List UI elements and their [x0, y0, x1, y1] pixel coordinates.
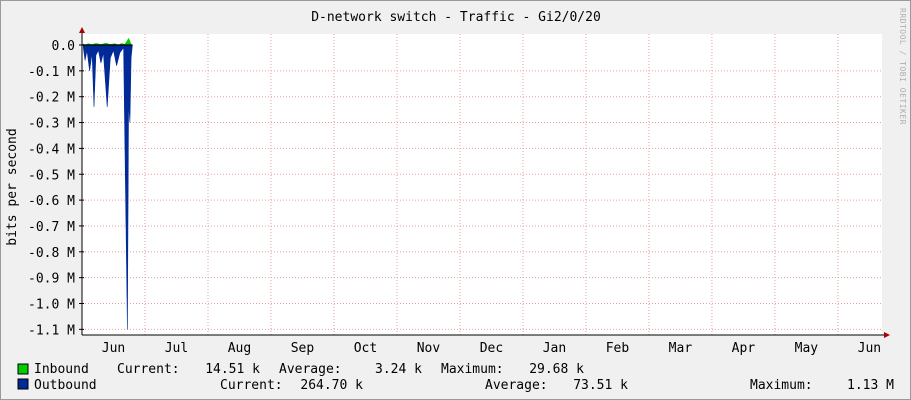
y-tick-label: -1.0 M	[28, 298, 75, 313]
chart-title: D-network switch - Traffic - Gi2/0/20	[311, 10, 601, 25]
inbound-maximum: 29.68 k	[529, 362, 584, 377]
x-tick-label: Jan	[543, 341, 566, 356]
outbound-average-label: Average:	[485, 378, 548, 393]
inbound-swatch	[17, 363, 29, 375]
y-tick-label: -0.6 M	[28, 194, 75, 209]
legend-outbound: Outbound Current: 264.70 k Average: 73.5…	[17, 378, 894, 393]
outbound-current: 264.70 k	[300, 378, 363, 393]
y-tick-label: -0.3 M	[28, 117, 75, 132]
x-tick-label: May	[795, 341, 819, 356]
outbound-name: Outbound	[34, 378, 97, 393]
y-tick-label: -0.7 M	[28, 220, 75, 235]
y-tick-label: 0.0	[52, 39, 75, 54]
outbound-maximum: 1.13 M	[847, 378, 894, 393]
legend-inbound: Inbound Current: 14.51 k Average: 3.24 k…	[17, 362, 584, 377]
x-tick-label: Feb	[606, 341, 630, 356]
outbound-maximum-label: Maximum:	[750, 378, 813, 393]
y-tick-label: -0.8 M	[28, 246, 75, 261]
x-tick-label: Jun	[102, 341, 125, 356]
legend: Inbound Current: 14.51 k Average: 3.24 k…	[17, 362, 894, 393]
inbound-average-label: Average:	[279, 362, 342, 377]
x-tick-label: Mar	[669, 341, 693, 356]
outbound-swatch	[17, 378, 29, 390]
inbound-maximum-label: Maximum:	[441, 362, 504, 377]
inbound-name: Inbound	[34, 362, 89, 377]
x-axis-arrow	[884, 332, 890, 338]
y-axis-label: bits per second	[5, 128, 20, 245]
x-tick-label: Sep	[291, 341, 315, 356]
inbound-average: 3.24 k	[375, 362, 422, 377]
axes	[79, 27, 890, 338]
y-tick-label: -0.5 M	[28, 168, 75, 183]
outbound-current-label: Current:	[220, 378, 283, 393]
y-tick-label: -0.2 M	[28, 91, 75, 106]
outbound-average: 73.51 k	[573, 378, 628, 393]
rrdtool-watermark: RRDTOOL / TOBI OETIKER	[898, 8, 907, 125]
y-tick-label: -0.9 M	[28, 272, 75, 287]
y-tick-label: -1.1 M	[28, 323, 75, 338]
y-tick-label: -0.1 M	[28, 65, 75, 80]
x-tick-labels: Jun Jul Aug Sep Oct Nov Dec Jan Feb Mar Apr May Jun	[102, 341, 881, 356]
grid-lines	[79, 34, 882, 335]
x-tick-label: Jul	[165, 341, 188, 356]
y-tick-label: -0.4 M	[28, 142, 75, 157]
inbound-current: 14.51 k	[205, 362, 260, 377]
x-tick-label: Apr	[732, 341, 756, 356]
x-tick-label: Nov	[417, 341, 441, 356]
x-tick-label: Jun	[858, 341, 881, 356]
x-tick-label: Aug	[228, 341, 251, 356]
series-area-outbound	[83, 44, 133, 330]
inbound-current-label: Current:	[117, 362, 180, 377]
y-tick-labels: 0.0 -0.1 M -0.2 M -0.3 M -0.4 M -0.5 M -0.6 M -…	[28, 39, 75, 338]
plot-canvas	[82, 34, 882, 335]
x-tick-label: Dec	[480, 341, 503, 356]
y-axis-arrow	[79, 27, 85, 33]
x-tick-label: Oct	[354, 341, 377, 356]
